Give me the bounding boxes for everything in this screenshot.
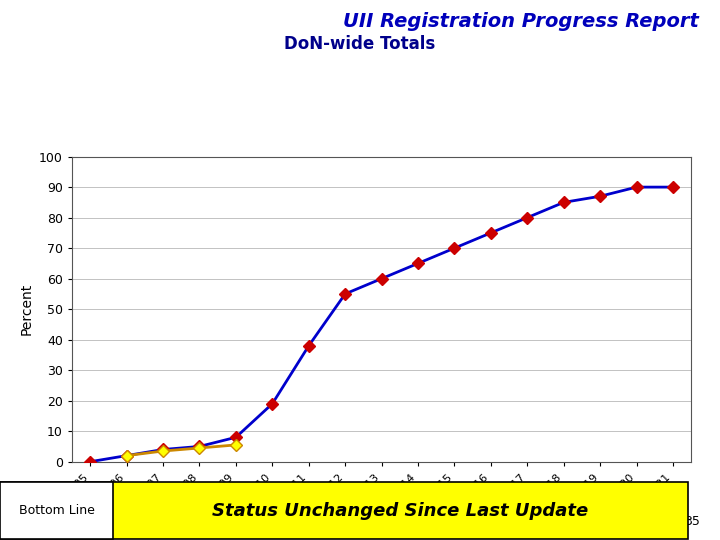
- Planned: [414, 260, 423, 267]
- Text: Status Unchanged Since Last Update: Status Unchanged Since Last Update: [212, 502, 589, 519]
- Planned: [450, 245, 459, 252]
- Line: Planned: Planned: [86, 183, 677, 466]
- Actual: [158, 448, 167, 454]
- Line: Actual: Actual: [122, 441, 240, 460]
- Planned: [232, 434, 240, 441]
- Planned: [158, 446, 167, 453]
- Actual: [195, 445, 204, 451]
- Planned: [341, 291, 349, 297]
- Planned: [195, 443, 204, 450]
- Text: UII Registration Progress Report: UII Registration Progress Report: [343, 12, 698, 31]
- Planned: [305, 342, 313, 349]
- Text: DoN-wide Totals: DoN-wide Totals: [284, 35, 436, 53]
- Text: Bottom Line: Bottom Line: [19, 504, 94, 517]
- Planned: [632, 184, 641, 191]
- Planned: [523, 214, 531, 221]
- Planned: [377, 275, 386, 282]
- Actual: [122, 453, 131, 459]
- Y-axis label: Percent: Percent: [19, 283, 34, 335]
- Text: 35: 35: [684, 515, 700, 529]
- Planned: [669, 184, 678, 191]
- Planned: [86, 458, 94, 465]
- Planned: [559, 199, 568, 206]
- Actual: [232, 442, 240, 448]
- Planned: [487, 230, 495, 236]
- Planned: [268, 401, 276, 407]
- Planned: [596, 193, 605, 199]
- Planned: [122, 453, 131, 459]
